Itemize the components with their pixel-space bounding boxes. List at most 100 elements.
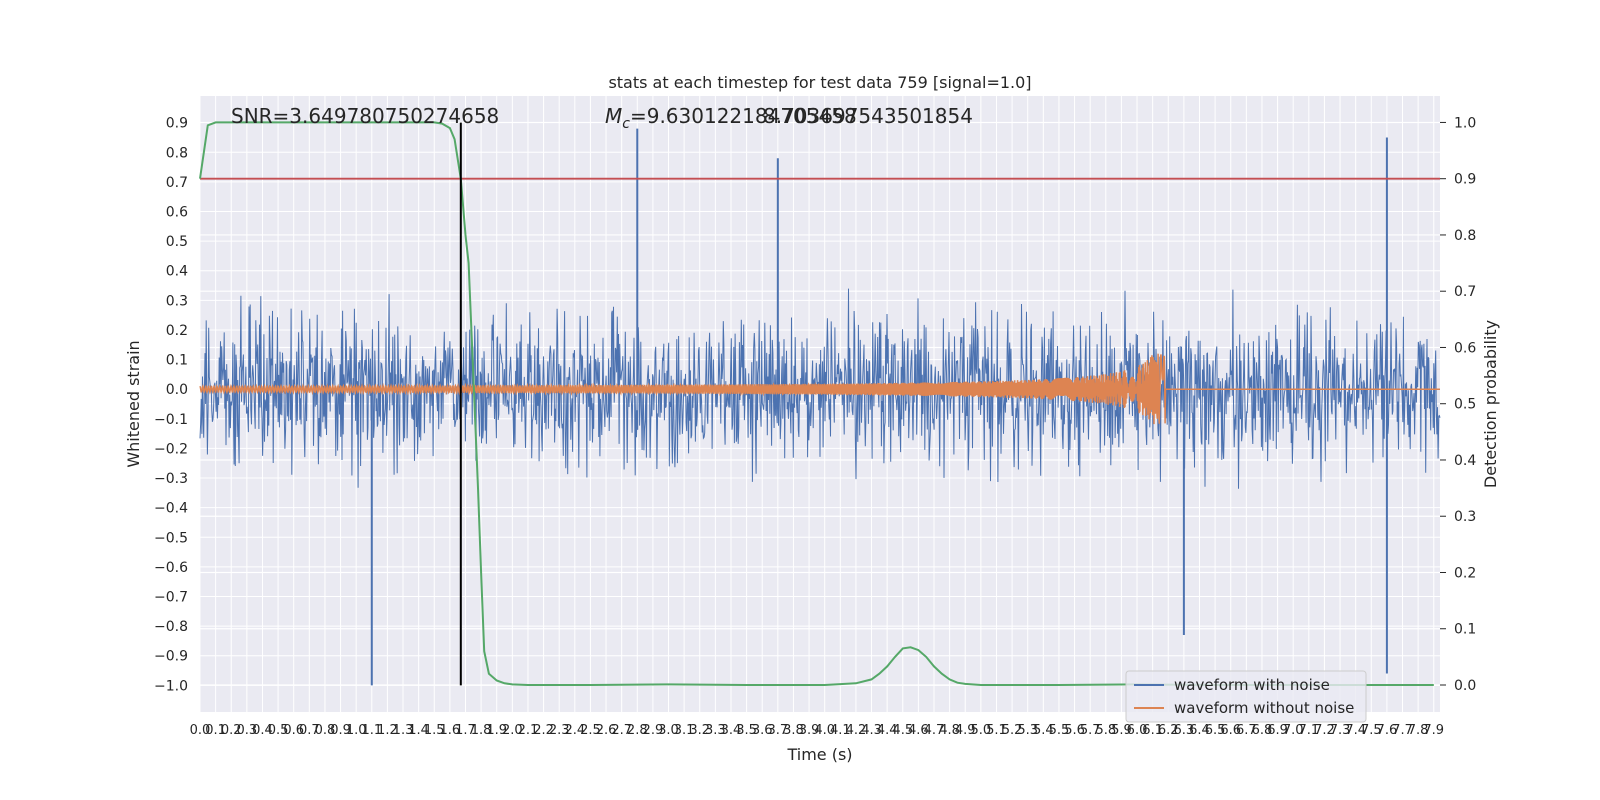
right-y-tick-label: 0.6 [1454, 340, 1476, 356]
y-tick-label: −0.8 [154, 619, 188, 635]
chirp-mass-symbol: M [605, 104, 622, 128]
y-tick-label: 0.5 [166, 234, 188, 250]
y-tick-label: −0.3 [154, 471, 188, 487]
x-tick-label: 3.7 [767, 723, 788, 738]
x-tick-label: 2.3 [549, 723, 570, 738]
x-tick-label: 0.5 [268, 723, 289, 738]
x-tick-label: 0.0 [190, 723, 211, 738]
x-tick-label: 7.0 [1283, 723, 1304, 738]
x-tick-label: 5.0 [971, 723, 992, 738]
right-y-tick-label: 0.7 [1454, 284, 1476, 300]
y-axis-label: Whitened strain [124, 340, 143, 467]
x-tick-label: 1.1 [361, 723, 382, 738]
x-tick-label: 6.3 [1174, 723, 1195, 738]
y-tick-label: −0.7 [154, 590, 188, 606]
x-tick-label: 4.3 [861, 723, 882, 738]
x-tick-label: 7.4 [1345, 723, 1366, 738]
x-tick-label: 6.5 [1205, 723, 1226, 738]
x-tick-label: 1.9 [486, 723, 507, 738]
noise-waveform-line [199, 288, 1441, 489]
chirp-mass-overlap-annotation: 8.703697543501854 [763, 104, 973, 128]
y-tick-label: −0.9 [154, 649, 188, 665]
x-tick-label: 4.8 [939, 723, 960, 738]
x-tick-label: 4.4 [877, 723, 898, 738]
x-tick-label: 6.8 [1252, 723, 1273, 738]
x-axis-label: Time (s) [786, 745, 852, 764]
x-tick-label: 2.6 [596, 723, 617, 738]
x-tick-label: 2.7 [611, 723, 632, 738]
x-tick-label: 1.6 [440, 723, 461, 738]
right-y-tick-label: 1.0 [1454, 115, 1476, 131]
y-tick-label: −0.5 [154, 530, 188, 546]
x-tick-label: 5.2 [1002, 723, 1023, 738]
x-tick-label: 1.3 [393, 723, 414, 738]
x-tick-label: 7.2 [1314, 723, 1335, 738]
x-tick-label: 6.2 [1158, 723, 1179, 738]
x-tick-label: 4.5 [892, 723, 913, 738]
x-tick-label: 2.5 [580, 723, 601, 738]
y-tick-labels: 0.9 0.8 0.7 0.6 0.5 0.4 0.3 0.2 0.1 0.0 −0.1 −0.2 −0… [154, 116, 188, 695]
x-tick-label: 4.1 [830, 723, 851, 738]
x-tick-label: 0.1 [205, 723, 226, 738]
x-tick-label: 6.7 [1236, 723, 1257, 738]
x-tick-label: 6.4 [1189, 723, 1210, 738]
x-tick-labels: 0.00.10.20.30.40.50.60.70.80.91.01.11.21… [190, 723, 1444, 738]
x-tick-label: 5.4 [1033, 723, 1054, 738]
x-tick-label: 0.7 [299, 723, 320, 738]
x-tick-label: 2.1 [518, 723, 539, 738]
waveform-with-noise-series [199, 128, 1441, 686]
x-tick-label: 0.6 [283, 723, 304, 738]
x-tick-label: 7.6 [1377, 723, 1398, 738]
x-tick-label: 4.2 [846, 723, 867, 738]
y-tick-label: 0.7 [166, 175, 188, 191]
right-y-axis-label: Detection probability [1481, 320, 1500, 488]
x-tick-label: 3.0 [658, 723, 679, 738]
right-y-tick-label: 0.4 [1454, 453, 1476, 469]
right-y-tick-label: 0.3 [1454, 509, 1476, 525]
x-tick-label: 2.4 [564, 723, 585, 738]
snr-annotation: SNR=3.649780750274658 [231, 104, 499, 128]
x-tick-label: 7.9 [1423, 723, 1444, 738]
y-tick-label: 0.0 [166, 382, 188, 398]
x-tick-label: 5.9 [1111, 723, 1132, 738]
x-tick-label: 1.2 [377, 723, 398, 738]
x-tick-label: 7.1 [1298, 723, 1319, 738]
right-y-tick-label: 0.8 [1454, 228, 1476, 244]
x-tick-label: 1.0 [346, 723, 367, 738]
legend-label-noise: waveform with noise [1174, 676, 1330, 694]
y-tick-label: 0.4 [166, 264, 188, 280]
x-tick-label: 4.0 [814, 723, 835, 738]
right-y-tick-label: 0.0 [1454, 678, 1476, 694]
y-tick-label: −0.1 [154, 412, 188, 428]
y-tick-label: −0.4 [154, 501, 188, 517]
chirp-mass-value: =9.630122184705458 [630, 104, 857, 128]
y-tick-label: −0.6 [154, 560, 188, 576]
x-tick-label: 3.8 [783, 723, 804, 738]
chirp-mass-annotation: Mc=9.630122184705458 [605, 104, 857, 132]
x-tick-label: 7.7 [1392, 723, 1413, 738]
right-y-tick-label: 0.5 [1454, 397, 1476, 413]
x-tick-label: 6.9 [1267, 723, 1288, 738]
y-tick-label: 0.2 [166, 323, 188, 339]
y-tick-label: 0.1 [166, 353, 188, 369]
legend-label-clean: waveform without noise [1174, 699, 1354, 717]
waveform-without-noise-series [199, 353, 1440, 425]
x-tick-label: 6.6 [1220, 723, 1241, 738]
y-tick-label: 0.9 [166, 116, 188, 132]
x-tick-label: 7.8 [1408, 723, 1429, 738]
x-tick-label: 6.0 [1127, 723, 1148, 738]
x-tick-label: 7.5 [1361, 723, 1382, 738]
x-tick-label: 6.1 [1142, 723, 1163, 738]
x-tick-label: 5.7 [1080, 723, 1101, 738]
x-tick-label: 3.9 [799, 723, 820, 738]
x-tick-label: 7.3 [1330, 723, 1351, 738]
clean-waveform-line [199, 353, 1440, 425]
detection-probability-line [199, 121, 1434, 686]
x-tick-label: 5.3 [1017, 723, 1038, 738]
x-tick-label: 1.7 [455, 723, 476, 738]
y-tick-label: −0.2 [154, 441, 188, 457]
x-tick-label: 4.7 [924, 723, 945, 738]
x-tick-label: 1.4 [408, 723, 429, 738]
x-tick-label: 0.3 [237, 723, 258, 738]
